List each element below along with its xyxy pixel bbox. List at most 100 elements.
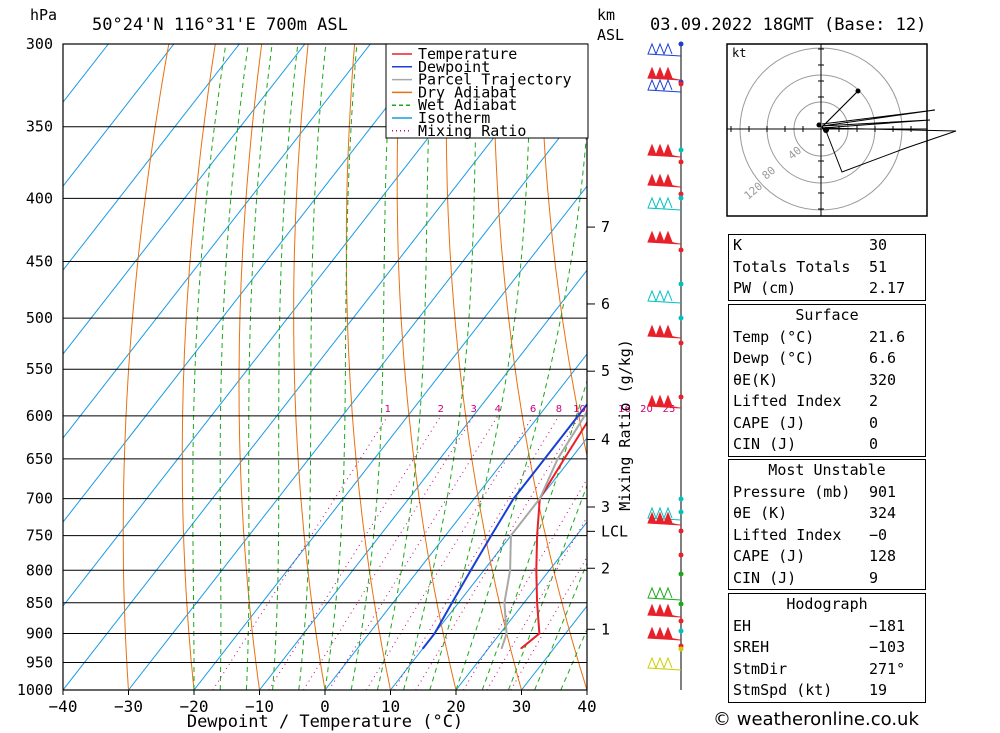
pressure-tick-label: 650 <box>26 450 53 468</box>
index-value: 6.6 <box>869 349 897 367</box>
wind-barb <box>647 511 682 526</box>
wet-adiabat-line <box>324 44 358 690</box>
mixing-ratio-axis-label: Mixing Ratio (g/kg) <box>616 339 634 511</box>
wind-level-marker <box>678 281 684 287</box>
mixing-ratio-label: 3 <box>470 404 476 415</box>
km-label: km <box>597 6 615 24</box>
profile-point <box>520 647 523 650</box>
index-value: 51 <box>869 257 888 276</box>
profile-temperature <box>520 420 587 649</box>
index-value: 271° <box>869 659 906 678</box>
km-tick-label: 2 <box>601 559 610 577</box>
index-label: EH <box>733 616 752 635</box>
index-label: CIN (J) <box>733 435 797 453</box>
index-value: 2.17 <box>869 279 906 297</box>
isotherm-line <box>63 44 109 103</box>
wind-level-marker <box>678 496 684 502</box>
index-value: 0 <box>869 413 879 432</box>
indices-table-general: K 30 Totals Totals 51 PW (cm) 2.17 <box>728 234 926 301</box>
wind-level-marker <box>678 159 684 165</box>
profile-point <box>535 569 538 572</box>
profile-point <box>556 457 559 460</box>
wet-adiabat-line <box>350 44 393 690</box>
index-label: CAPE (J) <box>733 413 806 432</box>
wind-barb <box>647 656 682 671</box>
temp-tick-label: 40 <box>577 697 596 716</box>
dry-adiabat-line <box>181 44 216 690</box>
index-label: Temp (°C) <box>733 327 815 346</box>
index-value: 19 <box>869 681 888 699</box>
wind-barb <box>647 324 682 339</box>
isotherm-line <box>193 185 587 690</box>
wind-level-marker <box>678 628 684 634</box>
isotherm-line <box>63 44 306 355</box>
index-value: 2 <box>869 392 879 410</box>
wet-adiabat-line <box>219 44 249 690</box>
hodograph-point <box>816 122 822 128</box>
wind-level-marker <box>678 646 684 652</box>
pressure-tick-label: 950 <box>26 653 53 671</box>
mixing-ratio-line <box>268 415 442 690</box>
location-title: 50°24'N 116°31'E 700m ASL <box>92 15 348 35</box>
profile-dewpoint <box>422 402 587 649</box>
index-label: CIN (J) <box>733 568 797 587</box>
copyright-link[interactable]: © weatheronline.co.uk <box>713 709 919 730</box>
profile-point <box>543 457 546 460</box>
dry-adiabat-line <box>539 44 587 459</box>
dry-adiabat-line <box>238 44 263 690</box>
wind-level-marker <box>678 509 684 515</box>
pressure-tick-label: 850 <box>26 594 53 612</box>
wind-barb <box>647 289 682 304</box>
index-row-k: K 30 <box>729 235 925 257</box>
wet-adiabat-line <box>245 44 273 690</box>
profile-point <box>665 126 667 128</box>
wind-barb <box>647 42 682 57</box>
profile-point <box>590 415 592 417</box>
indices-table-surface: Surface Temp (°C) 21.6 Dewp (°C) 6.6 θE(K)… <box>728 304 926 457</box>
km-tick-label: 6 <box>601 295 610 313</box>
profile-point <box>671 261 673 263</box>
pressure-tick-label: 300 <box>26 35 53 53</box>
index-label: Lifted Index <box>733 392 842 410</box>
profile-point <box>583 414 586 417</box>
pressure-tick-label: 700 <box>26 490 53 508</box>
pressure-tick-label: 1000 <box>17 681 53 699</box>
temp-tick-label: 20 <box>446 697 465 716</box>
km-tick-label: 4 <box>601 431 610 449</box>
temp-tick-label: 10 <box>381 697 400 716</box>
wind-level-marker <box>678 340 684 346</box>
wet-adiabat-line <box>534 561 587 690</box>
index-label: CAPE (J) <box>733 547 806 565</box>
wind-level-marker <box>678 41 684 47</box>
wet-adiabat-line <box>429 44 532 690</box>
temp-tick-label: −40 <box>49 697 78 716</box>
profile-point <box>563 457 566 460</box>
wind-level-marker <box>678 618 684 624</box>
mixing-ratio-label: 8 <box>556 404 562 415</box>
pressure-tick-label: 800 <box>26 561 53 579</box>
mixing-ratio-line <box>510 556 587 690</box>
hodograph-trace <box>821 109 957 173</box>
pressure-tick-label: 900 <box>26 624 53 642</box>
index-value: −103 <box>869 638 906 656</box>
wind-barb <box>647 196 682 211</box>
index-label: Dewp (°C) <box>733 349 815 367</box>
wind-barb <box>647 506 682 521</box>
dry-adiabat-line <box>345 44 391 690</box>
mixing-ratio-label: 20 <box>640 404 653 415</box>
wind-barb <box>647 603 682 618</box>
index-value: −0 <box>869 525 888 544</box>
isotherm-line <box>390 437 587 690</box>
wind-level-marker <box>678 601 684 607</box>
wind-barb <box>647 173 682 188</box>
pressure-tick-label: 750 <box>26 527 53 545</box>
profile-point <box>469 569 472 572</box>
wind-barb <box>647 586 682 601</box>
profile-point <box>538 497 541 500</box>
index-value: 21.6 <box>869 327 906 346</box>
index-label: Lifted Index <box>733 525 842 544</box>
isotherm-line <box>63 44 240 271</box>
section-title: Most Unstable <box>768 461 886 479</box>
profile-point <box>422 647 425 650</box>
profile-point <box>697 43 699 45</box>
